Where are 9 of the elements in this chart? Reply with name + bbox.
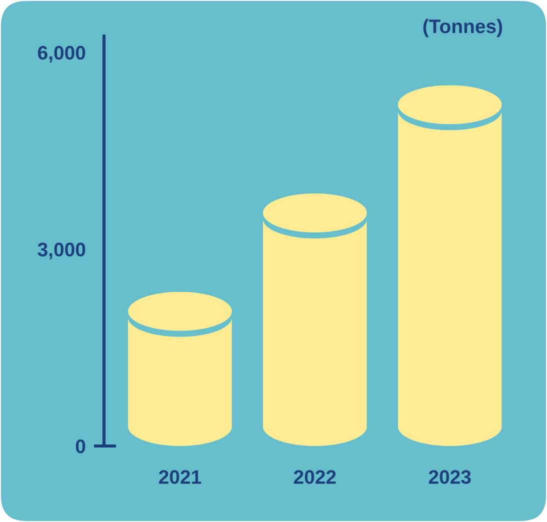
y-tick-label: 6,000: [38, 46, 86, 62]
bar: [398, 85, 502, 446]
x-tick-label: 2023: [428, 470, 471, 484]
bar: [262, 193, 367, 446]
x-tick-label: 2021: [159, 470, 202, 484]
y-tick-label: 0: [76, 439, 86, 454]
y-tick-label: 3,000: [38, 242, 86, 260]
x-tick-label: 2022: [294, 470, 336, 484]
y-axis-title: (Tonnes): [423, 18, 502, 38]
